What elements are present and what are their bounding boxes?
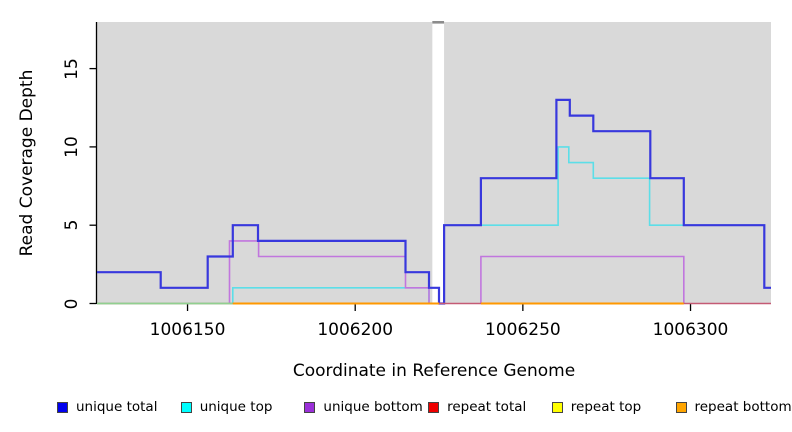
y-tick-label: 10 [62,136,82,158]
x-tick-label: 1006200 [317,320,394,340]
legend-swatch-icon [180,401,192,413]
legend-item-repeat-total: repeat total [428,396,526,418]
series-unique-total [97,98,771,305]
series-unique-top [443,146,765,304]
legend-item-unique-total: unique total [57,396,157,418]
legend-swatch-icon [428,401,440,413]
legend-swatch-icon [675,401,687,413]
x-tick-label: 1006300 [652,320,729,340]
series-unique-bottom [480,255,685,304]
y-tick-label: 5 [62,219,82,231]
x-axis-title: Coordinate in Reference Genome [292,361,576,381]
x-tick-label: 1006150 [149,320,226,340]
legend: unique total unique top unique bottom repea… [0,396,792,418]
masked-gap-top-cap [432,21,445,24]
legend-label: unique total [76,399,158,415]
legend-label: repeat total [447,399,527,415]
y-tick-label: 0 [62,298,82,309]
legend-item-unique-top: unique top [180,396,273,418]
y-axis-title: Read Coverage Depth [17,69,37,257]
legend-label: repeat top [570,399,642,415]
legend-item-unique-bottom: unique bottom [304,396,423,418]
legend-item-repeat-bottom: repeat bottom [675,396,792,418]
legend-label: unique top [199,399,273,415]
series-unique-bottom [228,240,430,304]
legend-label: repeat bottom [694,399,792,415]
legend-swatch-icon [551,401,563,413]
y-tick-label: 15 [62,57,82,80]
legend-swatch-icon [304,401,316,413]
masked-gap-band [432,22,445,304]
legend-swatch-icon [57,401,68,413]
legend-label: unique bottom [323,399,423,415]
x-tick-label: 1006250 [485,320,561,340]
legend-item-repeat-top: repeat top [551,396,642,418]
